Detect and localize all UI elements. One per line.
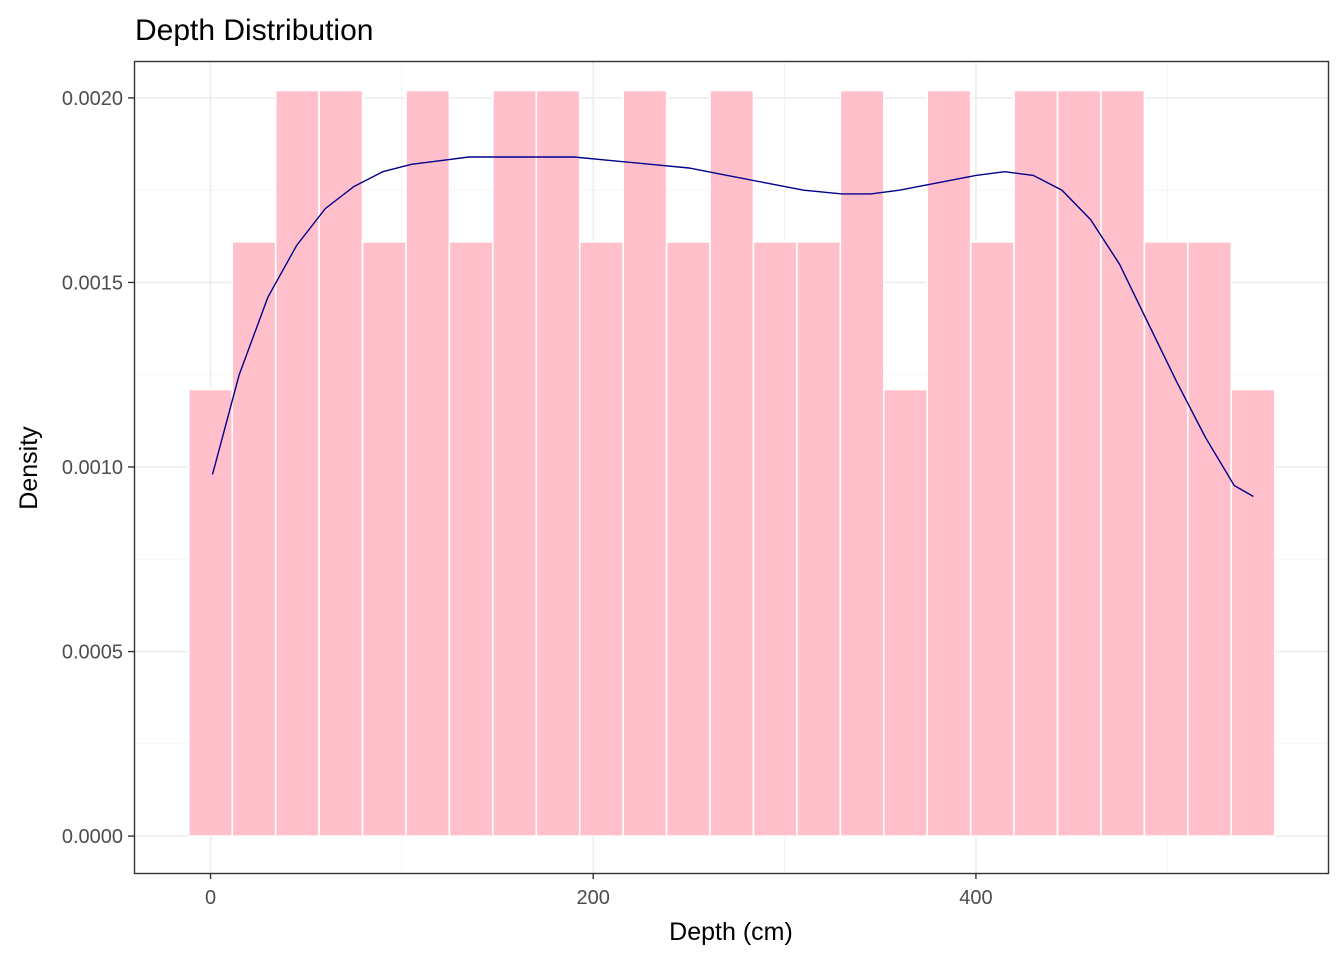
- histogram-bar-18: [969, 241, 1015, 837]
- x-tick-label-2: 400: [959, 887, 992, 909]
- histogram-bars: [188, 89, 1276, 837]
- histogram-bar-0: [188, 388, 234, 837]
- histogram-bar-16: [882, 388, 929, 837]
- histogram-bar-9: [578, 241, 624, 837]
- histogram-bar-21: [1100, 89, 1146, 837]
- histogram-bar-1: [231, 241, 277, 837]
- y-axis-title: Density: [15, 426, 43, 510]
- histogram-bar-20: [1056, 89, 1102, 837]
- x-tick-label-1: 200: [577, 887, 610, 909]
- histogram-bar-13: [752, 241, 798, 837]
- histogram-bar-10: [622, 89, 668, 837]
- histogram-bar-7: [492, 89, 538, 837]
- histogram-bar-12: [709, 89, 755, 837]
- chart-title: Depth Distribution: [135, 14, 373, 47]
- axis-ticks: 0.0000 0.0005 0.0010 0.0015 0.0020 0 200 400: [62, 88, 993, 909]
- y-tick-label-3: 0.0015: [62, 272, 123, 294]
- x-axis-title: Depth (cm): [669, 918, 793, 946]
- y-tick-label-0: 0.0000: [62, 826, 123, 848]
- histogram-bar-17: [926, 89, 972, 837]
- histogram-bar-3: [318, 89, 364, 837]
- histogram-bar-14: [796, 241, 842, 837]
- y-tick-label-4: 0.0020: [62, 88, 123, 110]
- plot-panel-border: [133, 60, 1330, 875]
- histogram-bar-24: [1230, 388, 1276, 837]
- x-tick-label-0: 0: [205, 887, 216, 909]
- histogram-bar-19: [1013, 89, 1059, 837]
- histogram-bar-4: [361, 241, 407, 837]
- histogram-bar-11: [665, 241, 711, 837]
- histogram-bar-15: [839, 89, 885, 837]
- histogram-bar-6: [448, 241, 494, 837]
- histogram-bar-8: [535, 89, 581, 837]
- histogram-bar-2: [274, 89, 320, 837]
- histogram-bar-5: [405, 89, 451, 837]
- density-curve: [211, 156, 1254, 498]
- y-tick-label-2: 0.0010: [62, 457, 123, 479]
- y-tick-label-1: 0.0005: [62, 642, 123, 664]
- histogram-bar-23: [1187, 241, 1233, 837]
- histogram-bar-22: [1143, 241, 1189, 837]
